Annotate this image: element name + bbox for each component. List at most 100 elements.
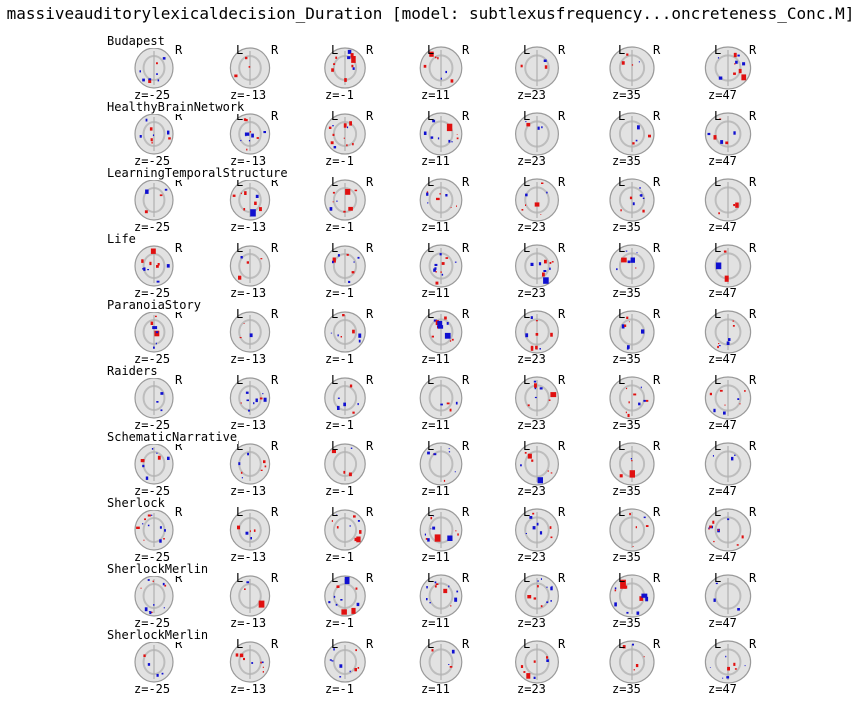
brain-slice-image (515, 112, 559, 156)
activation-blob (733, 204, 736, 207)
right-hemisphere-label: R (462, 175, 470, 189)
activation-blob (536, 522, 539, 526)
slice-z-label: z=-1 (325, 88, 354, 102)
row-label: Sherlock (106, 496, 166, 510)
activation-blob (357, 667, 360, 669)
activation-blob (531, 459, 534, 462)
right-hemisphere-label: R (271, 109, 279, 123)
activation-blob (153, 346, 155, 349)
activation-blob (155, 342, 157, 345)
activation-blob (161, 672, 164, 675)
activation-blob (642, 197, 645, 199)
slice-z-label: z=35 (612, 550, 641, 564)
slice-z-label: z=-25 (134, 220, 171, 234)
activation-blob (339, 676, 342, 678)
slice-z-label: z=11 (421, 550, 450, 564)
slice-z-label: z=-25 (134, 154, 171, 168)
left-hemisphere-label: L (714, 175, 722, 189)
activation-blob (260, 258, 263, 260)
activation-blob (733, 52, 737, 58)
activation-blob (144, 210, 148, 214)
right-hemisphere-label: R (653, 505, 661, 519)
left-hemisphere-label: L (714, 637, 722, 651)
row-label: SherlockMerlin (106, 628, 210, 642)
activation-blob (527, 595, 532, 599)
activation-blob (357, 520, 360, 522)
brain-slice-image (134, 311, 174, 353)
slice-z-label: z=35 (612, 286, 641, 300)
activation-blob (550, 392, 557, 398)
activation-blob (136, 526, 140, 529)
activation-blob (719, 389, 723, 392)
right-hemisphere-label: R (366, 505, 374, 519)
activation-blob (243, 208, 246, 211)
right-hemisphere-label: R (271, 241, 279, 255)
activation-blob (643, 516, 646, 519)
activation-blob (157, 455, 161, 460)
activation-blob (332, 125, 334, 127)
activation-blob (162, 582, 165, 586)
activation-blob (352, 411, 355, 414)
right-hemisphere-label: R (175, 175, 183, 189)
row-label: HealthyBrainNetwork (106, 100, 246, 114)
slice-z-label: z=-1 (325, 616, 354, 630)
activation-blob (431, 335, 434, 338)
slice-z-label: z=11 (421, 154, 450, 168)
activation-blob (627, 345, 630, 349)
activation-blob (259, 397, 263, 400)
activation-blob (717, 529, 720, 531)
slice-z-label: z=-25 (134, 550, 171, 564)
brain-slice-image (134, 575, 174, 617)
right-hemisphere-label: R (653, 439, 661, 453)
activation-blob (337, 405, 340, 410)
slice-z-label: z=23 (517, 484, 546, 498)
activation-blob (258, 600, 265, 608)
activation-blob (149, 127, 153, 131)
left-hemisphere-label: L (236, 373, 244, 387)
activation-blob (255, 398, 258, 403)
activation-blob (534, 396, 537, 399)
activation-blob (263, 397, 267, 402)
slice-z-label: z=23 (517, 682, 546, 696)
slice-z-label: z=23 (517, 154, 546, 168)
activation-blob (437, 320, 443, 328)
activation-blob (151, 448, 154, 450)
activation-blob (430, 136, 434, 139)
activation-blob (725, 141, 729, 145)
brain-slice-image (515, 46, 559, 90)
activation-blob (446, 123, 453, 132)
slice-z-label: z=35 (612, 682, 641, 696)
activation-blob (635, 664, 639, 668)
activation-blob (430, 528, 432, 530)
brain-slice-image (419, 112, 463, 156)
activation-blob (530, 316, 533, 319)
brain-slice-image (419, 508, 463, 552)
activation-blob (737, 608, 740, 611)
activation-blob (732, 320, 735, 322)
activation-blob (550, 586, 553, 591)
activation-blob (247, 452, 249, 456)
brain-slice-image (609, 508, 655, 552)
activation-blob (350, 447, 353, 449)
left-hemisphere-label: L (618, 175, 626, 189)
activation-blob (145, 189, 149, 194)
right-hemisphere-label: R (271, 43, 279, 57)
activation-blob (235, 653, 239, 657)
activation-blob (544, 259, 547, 264)
activation-blob (434, 534, 441, 542)
right-hemisphere-label: R (558, 637, 566, 651)
right-hemisphere-label: R (366, 109, 374, 123)
activation-blob (629, 196, 633, 200)
activation-blob (155, 331, 159, 334)
activation-blob (160, 409, 163, 412)
activation-blob (339, 664, 343, 668)
